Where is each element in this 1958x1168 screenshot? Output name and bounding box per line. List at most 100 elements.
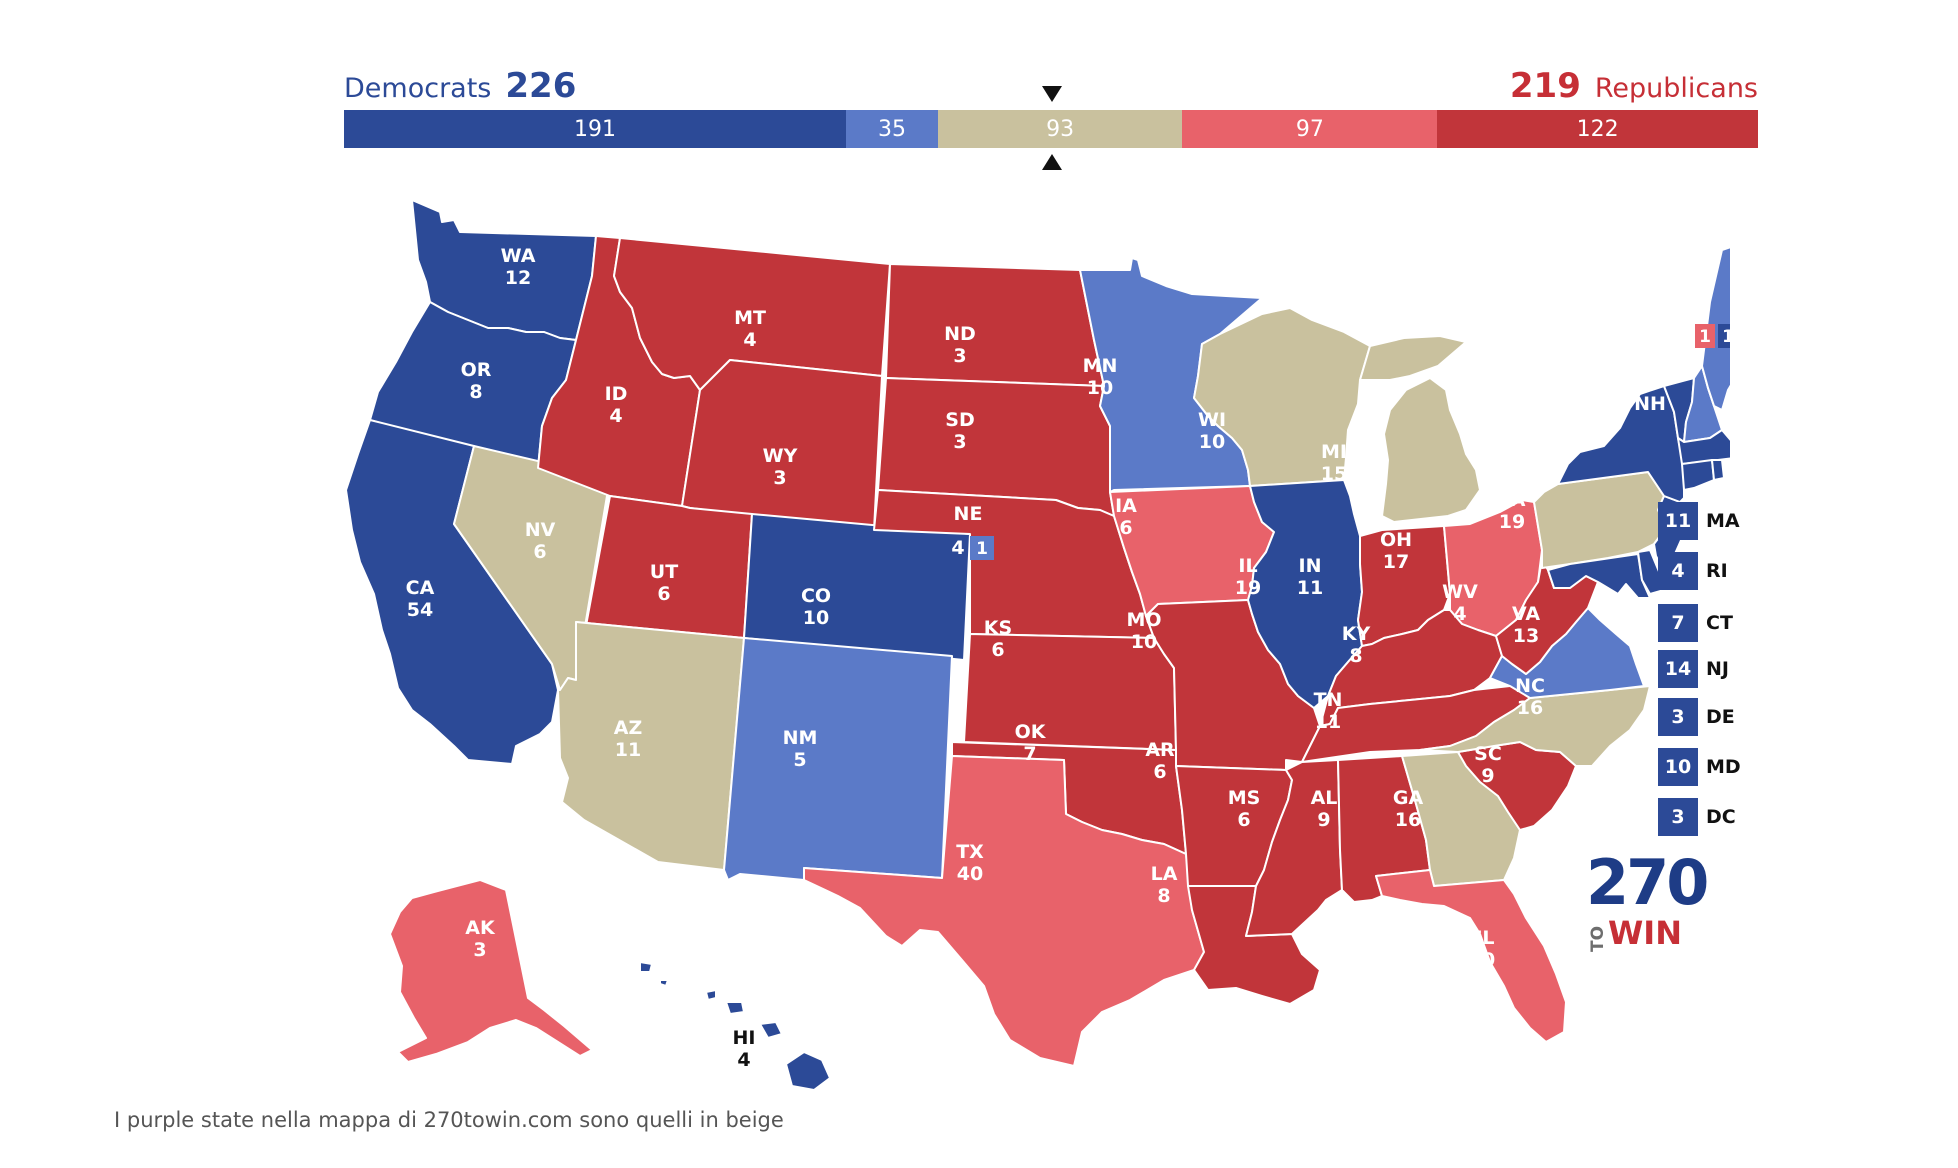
state-NC[interactable]	[1419, 685, 1651, 767]
electoral-vote-bar: 191 35 93 97 122	[344, 110, 1758, 148]
democrats-total: Democrats 226	[344, 66, 576, 106]
label-UT-abbr: UT	[650, 561, 678, 583]
small-state-abbr: MD	[1706, 756, 1741, 778]
label-NM-ev: 5	[793, 749, 806, 771]
state-labels: WA 12 OR 8 CA 54 NV 6 ID 4 MT 4 WY 3 UT …	[406, 245, 1730, 1071]
bar-segment-safe-dem[interactable]: 191	[344, 110, 846, 148]
label-AR-abbr: AR	[1145, 739, 1175, 761]
label-NY-abbr: NY	[1551, 415, 1581, 437]
small-state-ev-box: 3	[1658, 698, 1698, 736]
label-KS-ev: 6	[991, 639, 1004, 661]
small-state-RI[interactable]: 4 RI	[1658, 552, 1728, 590]
bar-segment-tossup[interactable]: 93	[937, 110, 1183, 148]
label-WV-ev: 4	[1453, 603, 1466, 625]
label-ME-district2-ev: 1	[1722, 327, 1730, 347]
label-OK-abbr: OK	[1015, 721, 1047, 743]
label-OR-ev: 8	[469, 381, 482, 403]
us-electoral-map: WA 12 OR 8 CA 54 NV 6 ID 4 MT 4 WY 3 UT …	[345, 199, 1730, 1090]
state-TX[interactable]	[803, 755, 1205, 1067]
logo-number: 270	[1586, 846, 1709, 919]
label-MS-abbr: MS	[1228, 787, 1261, 809]
state-FL[interactable]	[1375, 869, 1567, 1043]
label-NE-abbr: NE	[954, 503, 983, 525]
small-state-DE[interactable]: 3 DE	[1658, 698, 1735, 736]
me-district1-box	[1695, 324, 1715, 348]
midpoint-marker-up-icon	[1042, 154, 1062, 170]
label-AZ-ev: 11	[615, 739, 641, 761]
small-state-CT[interactable]: 7 CT	[1658, 604, 1733, 642]
midpoint-marker-down-icon	[1042, 86, 1062, 102]
bar-segment-likely-dem[interactable]: 35	[845, 110, 938, 148]
label-WY-ev: 3	[773, 467, 786, 489]
label-NC-abbr: NC	[1515, 675, 1545, 697]
label-NE-ev: 4	[951, 537, 964, 559]
small-state-MA[interactable]: 11 MA	[1658, 502, 1740, 540]
label-NY-ev: 28	[1553, 437, 1579, 459]
label-NV-abbr: NV	[525, 519, 556, 541]
label-AK-ev: 3	[473, 939, 486, 961]
label-PA-ev: 19	[1499, 511, 1525, 533]
label-CO-abbr: CO	[801, 585, 831, 607]
label-TN-abbr: TN	[1314, 689, 1343, 711]
state-DE[interactable]	[1637, 549, 1665, 595]
small-state-NJ[interactable]: 14 NJ	[1658, 650, 1729, 688]
label-AR-ev: 6	[1153, 761, 1166, 783]
state-RI[interactable]	[1711, 459, 1725, 481]
label-MI-ev: 15	[1321, 463, 1347, 485]
label-GA-ev: 16	[1395, 809, 1421, 831]
label-IN-abbr: IN	[1299, 555, 1322, 577]
small-state-abbr: CT	[1706, 612, 1733, 634]
label-OH-ev: 17	[1383, 551, 1409, 573]
label-WA-abbr: WA	[501, 245, 536, 267]
state-AK[interactable]	[389, 879, 593, 1063]
image-caption: I purple state nella mappa di 270towin.c…	[114, 1108, 784, 1132]
label-ME-ev: 2	[1677, 325, 1690, 347]
democrats-name: Democrats	[344, 73, 492, 104]
label-FL-abbr: FL	[1469, 927, 1494, 949]
label-NH-ev: 4	[1645, 371, 1658, 393]
label-FL-ev: 30	[1469, 949, 1495, 971]
state-AZ[interactable]	[557, 621, 745, 871]
label-OH-abbr: OH	[1380, 529, 1412, 551]
label-HI-ev: 4	[737, 1049, 750, 1071]
small-state-DC[interactable]: 3 DC	[1658, 798, 1736, 836]
logo-to: TO	[1588, 925, 1608, 952]
label-ND-abbr: ND	[944, 323, 976, 345]
label-SD-ev: 3	[953, 431, 966, 453]
label-VT-ev: 3	[1619, 373, 1632, 395]
label-MO-ev: 10	[1131, 631, 1157, 653]
state-ND[interactable]	[885, 263, 1105, 387]
small-state-abbr: DC	[1706, 806, 1736, 828]
small-state-abbr: MA	[1706, 510, 1740, 532]
label-CA-abbr: CA	[406, 577, 435, 599]
label-AK-abbr: AK	[465, 917, 496, 939]
state-HI[interactable]	[639, 961, 831, 1090]
label-IN-ev: 11	[1297, 577, 1323, 599]
label-WY-abbr: WY	[763, 445, 798, 467]
label-IA-ev: 6	[1119, 517, 1132, 539]
state-ME[interactable]	[1701, 246, 1730, 411]
state-CT[interactable]	[1681, 459, 1715, 491]
label-GA-abbr: GA	[1393, 787, 1424, 809]
republicans-ev-total: 219	[1509, 66, 1581, 106]
bar-segment-safe-rep[interactable]: 122	[1437, 110, 1758, 148]
small-state-ev-box: 7	[1658, 604, 1698, 642]
small-state-ev-box: 11	[1658, 502, 1698, 540]
small-state-abbr: NJ	[1706, 658, 1729, 680]
label-ID-ev: 4	[609, 405, 622, 427]
small-state-ev-box: 4	[1658, 552, 1698, 590]
state-NM[interactable]	[723, 637, 953, 881]
small-state-MD[interactable]: 10 MD	[1658, 748, 1741, 786]
state-MI[interactable]	[1359, 335, 1481, 523]
bar-segment-likely-rep[interactable]: 97	[1182, 110, 1438, 148]
label-MS-ev: 6	[1237, 809, 1250, 831]
label-MT-ev: 4	[743, 329, 756, 351]
label-WI-abbr: WI	[1198, 409, 1226, 431]
label-MI-abbr: MI	[1321, 441, 1347, 463]
label-MT-abbr: MT	[734, 307, 766, 329]
label-PA-abbr: PA	[1499, 489, 1526, 511]
label-SC-abbr: SC	[1474, 743, 1502, 765]
270towin-logo: 270 TO WIN	[1586, 852, 1709, 953]
label-ME-abbr: ME	[1674, 297, 1706, 319]
state-CO[interactable]	[743, 513, 971, 661]
